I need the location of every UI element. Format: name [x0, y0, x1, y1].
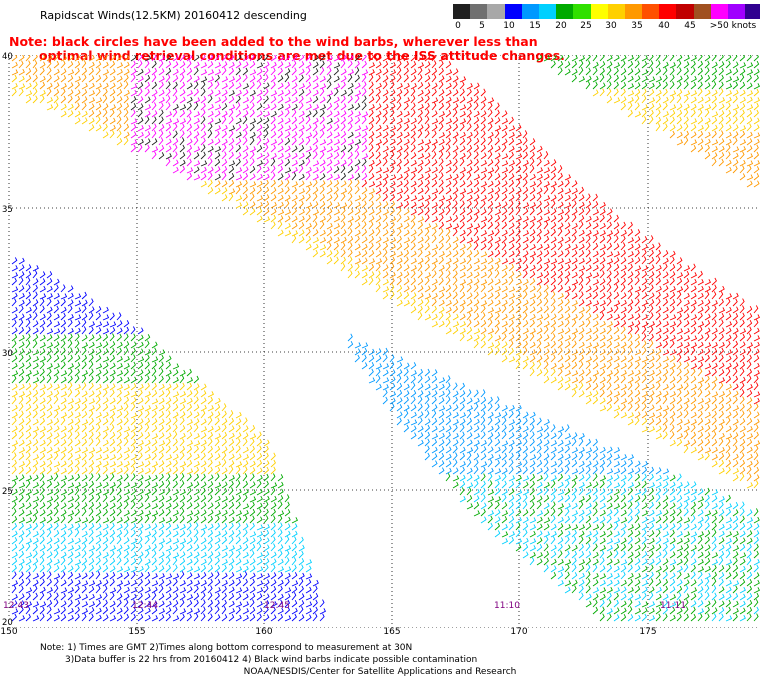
- wind-barb-map: [8, 55, 760, 628]
- scale-swatch-15: [710, 4, 728, 19]
- scale-swatch-13: [676, 4, 694, 19]
- lat-label-25: 25: [2, 487, 13, 497]
- lat-label-35: 35: [2, 205, 13, 215]
- lon-label-150: 150: [0, 627, 18, 637]
- note-line-1: Note: black circles have been added to t…: [9, 34, 538, 49]
- scale-label: 35: [631, 21, 643, 31]
- lon-label-155: 155: [128, 627, 146, 637]
- scale-swatch-0: [453, 4, 471, 19]
- credit-line: NOAA/NESDIS/Center for Satellite Applica…: [243, 667, 517, 677]
- lat-label-30: 30: [2, 349, 13, 359]
- swath-time-5: 11:11: [660, 601, 686, 611]
- scale-label: 15: [529, 21, 541, 31]
- scale-swatch-1: [470, 4, 488, 19]
- scale-label: 30: [605, 21, 617, 31]
- scale-label: 45: [684, 21, 696, 31]
- scale-swatch-2: [487, 4, 505, 19]
- graticule: [8, 55, 760, 628]
- scale-swatch-11: [642, 4, 660, 19]
- scale-swatch-16: [728, 4, 746, 19]
- wind-speed-color-scale: [453, 4, 760, 19]
- scale-label: 10: [503, 21, 515, 31]
- scale-swatch-9: [607, 4, 625, 19]
- footnote-line-1: Note: 1) Times are GMT 2)Times along bot…: [40, 643, 413, 653]
- wind-speed-scale-labels: 0 5 10 15 20 25 30 35 40 45 >50 knots: [453, 21, 760, 33]
- scale-label: 5: [479, 21, 485, 31]
- lon-label-170: 170: [510, 627, 528, 637]
- lon-label-175: 175: [639, 627, 657, 637]
- scale-swatch-14: [693, 4, 711, 19]
- scale-label: >50 knots: [709, 21, 757, 31]
- footnote-line-2: 3)Data buffer is 22 hrs from 20160412 4)…: [65, 655, 478, 665]
- map-title: Rapidscat Winds(12.5KM) 20160412 descend…: [40, 9, 307, 22]
- scale-label: 0: [455, 21, 461, 31]
- scale-swatch-12: [659, 4, 677, 19]
- scale-swatch-7: [573, 4, 591, 19]
- lon-label-160: 160: [255, 627, 273, 637]
- swath-time-2: 12:44: [132, 601, 158, 611]
- scale-label: 20: [555, 21, 567, 31]
- scale-swatch-4: [521, 4, 539, 19]
- scale-swatch-17: [745, 4, 760, 19]
- wind-barbs: [11, 55, 760, 622]
- scale-swatch-8: [590, 4, 608, 19]
- swath-time-1: 12:43: [3, 601, 29, 611]
- scale-swatch-5: [538, 4, 557, 19]
- swath-time-3: 12:45: [264, 601, 290, 611]
- scale-swatch-3: [504, 4, 522, 19]
- swath-time-4: 11:10: [494, 601, 520, 611]
- footnote: Note: 1) Times are GMT 2)Times along bot…: [40, 642, 477, 666]
- lat-label-20: 20: [2, 618, 13, 628]
- lon-label-165: 165: [383, 627, 401, 637]
- scale-label: 40: [658, 21, 670, 31]
- scale-label: 25: [580, 21, 592, 31]
- scale-swatch-6: [556, 4, 574, 19]
- scale-swatch-10: [624, 4, 643, 19]
- lat-label-40: 40: [2, 52, 13, 62]
